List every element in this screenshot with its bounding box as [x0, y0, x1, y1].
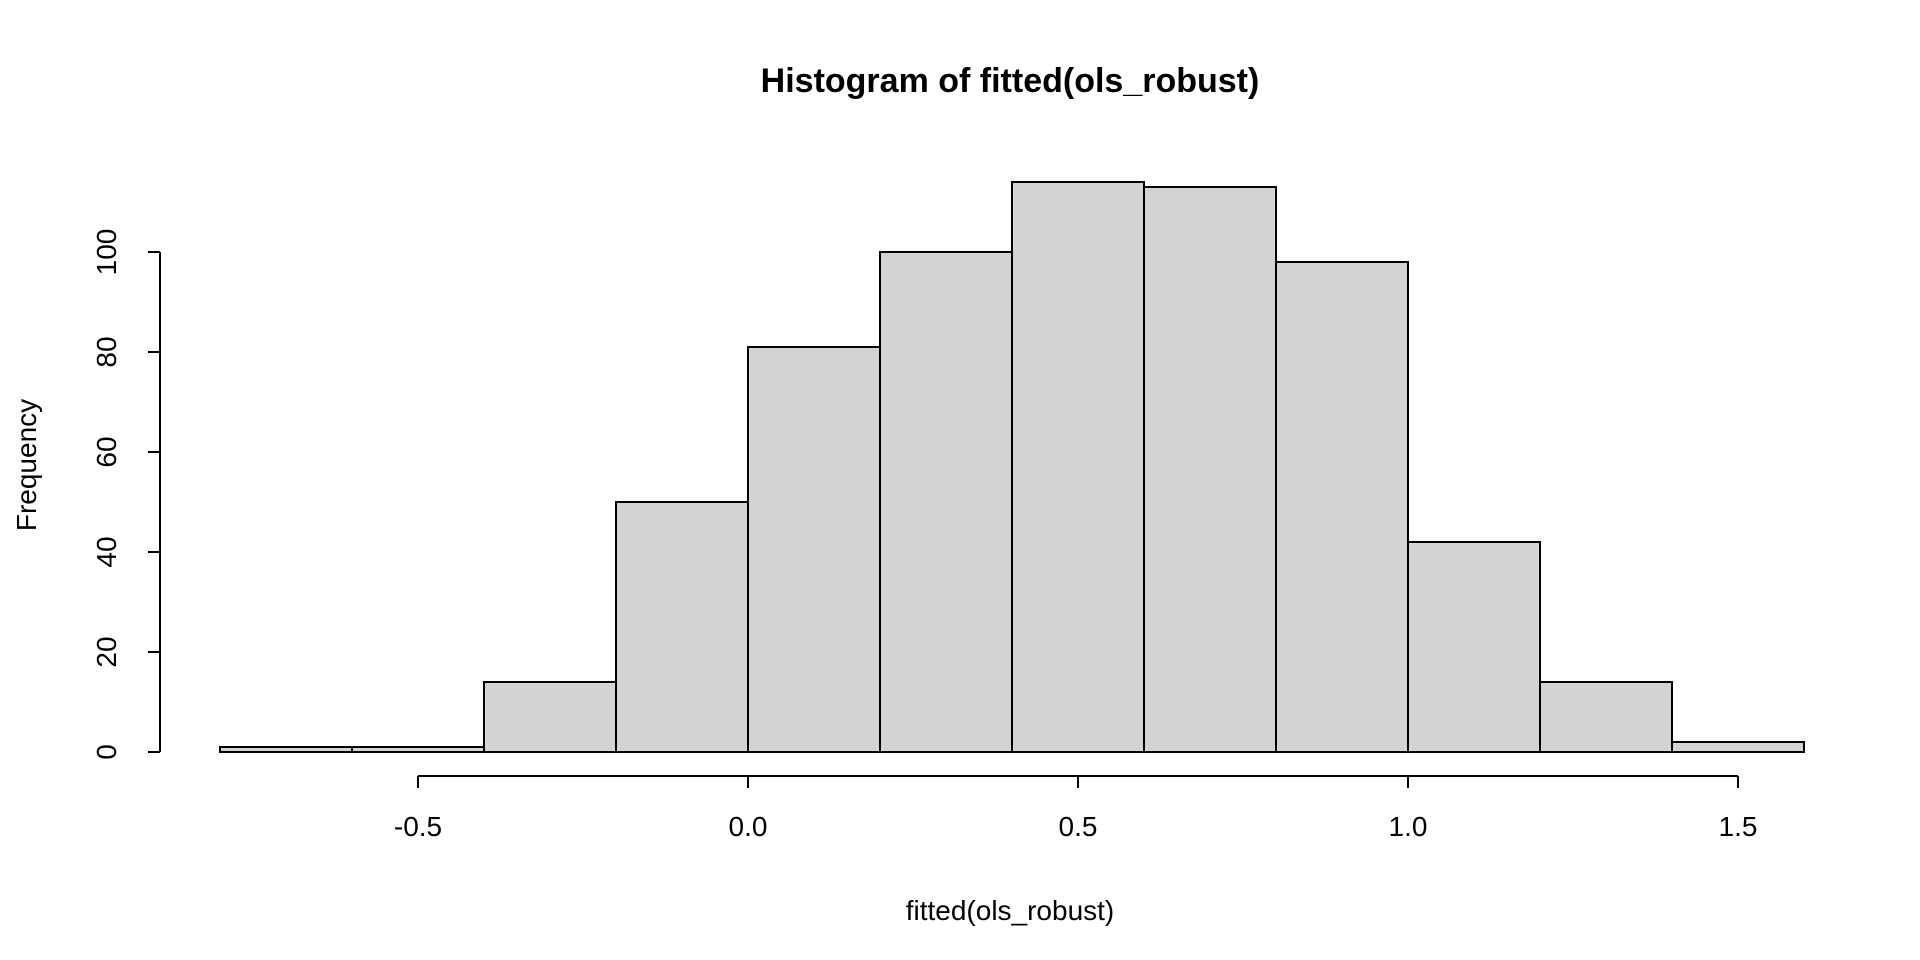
y-tick-label: 20: [91, 636, 122, 667]
x-tick-label: -0.5: [394, 811, 442, 842]
histogram-bar-1: [351, 746, 485, 753]
histogram-bar-10: [1539, 681, 1673, 753]
y-tick-label: 40: [91, 536, 122, 567]
x-axis: -0.5 0.0 0.5 1.0 1.5: [394, 775, 1758, 842]
histogram-bar-6: [1011, 181, 1145, 753]
histogram-bar-3: [615, 501, 749, 753]
x-tick-label: 1.0: [1389, 811, 1428, 842]
x-tick-label: 0.5: [1059, 811, 1098, 842]
histogram-bar-11: [1671, 741, 1805, 753]
histogram-bar-0: [219, 746, 353, 753]
histogram-bar-4: [747, 346, 881, 753]
x-axis-label: fitted(ols_robust): [906, 895, 1115, 926]
y-tick-label: 80: [91, 336, 122, 367]
x-tick-label: 0.0: [729, 811, 768, 842]
chart-title: Histogram of fitted(ols_robust): [761, 62, 1260, 100]
x-tick-label: 1.5: [1719, 811, 1758, 842]
histogram-bar-7: [1143, 186, 1277, 753]
y-axis: 0 20 40 60 80 100: [91, 229, 161, 760]
histogram-bar-8: [1275, 261, 1409, 753]
histogram-bar-9: [1407, 541, 1541, 753]
histogram-bar-2: [483, 681, 617, 753]
y-tick-label: 0: [91, 744, 122, 760]
y-tick-label: 100: [91, 229, 122, 276]
histogram-bar-5: [879, 251, 1013, 753]
y-axis-label: Frequency: [11, 399, 42, 531]
bars-group: [219, 181, 1805, 753]
y-tick-label: 60: [91, 436, 122, 467]
